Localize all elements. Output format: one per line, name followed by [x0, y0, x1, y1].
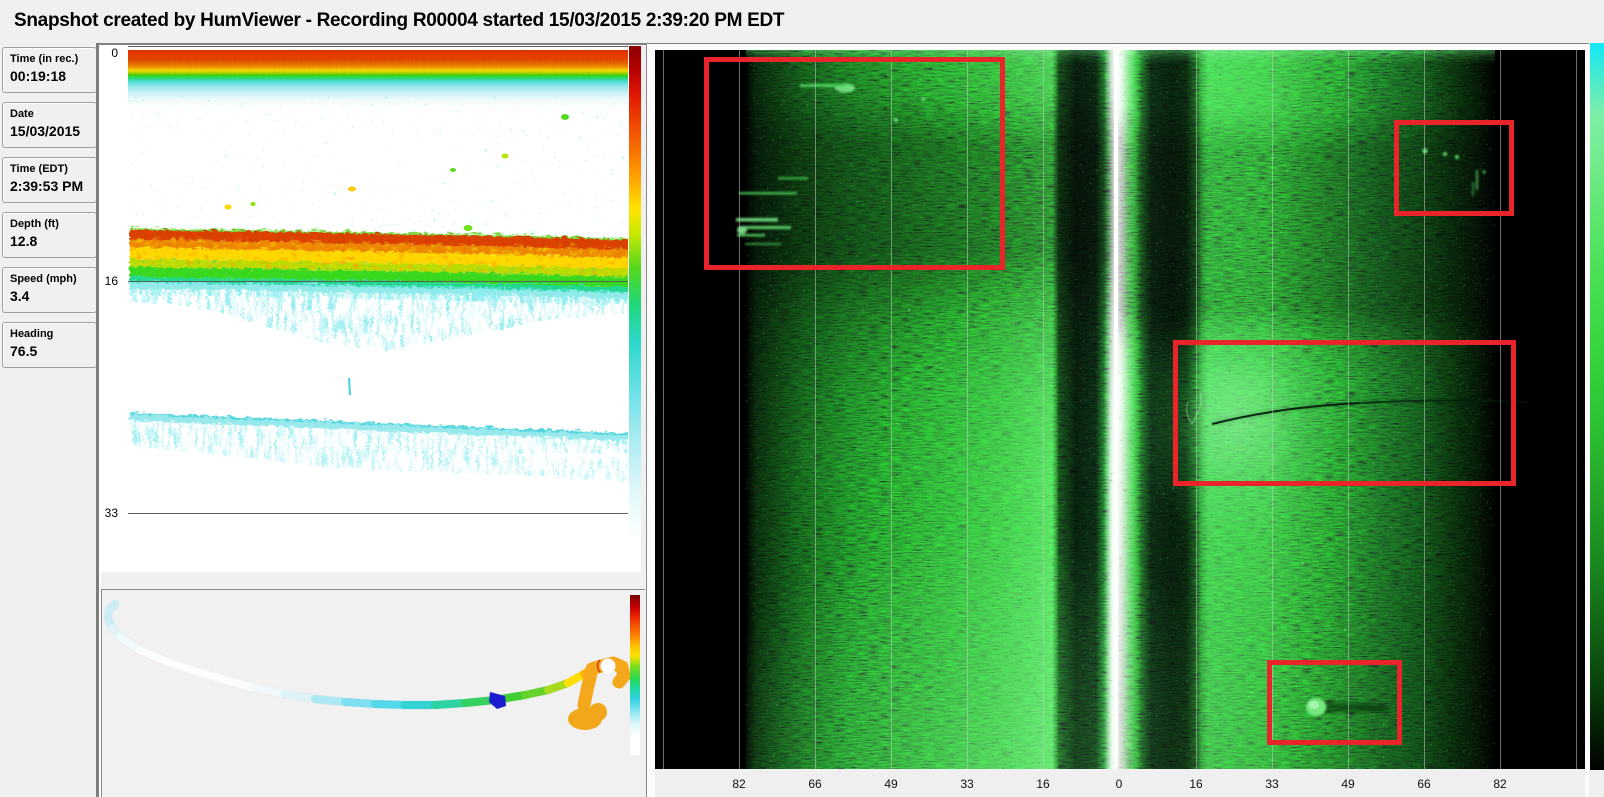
range-label: 16 [1189, 777, 1203, 791]
sidescan-gridline [1348, 50, 1349, 769]
sidescan-centerline [1114, 50, 1118, 769]
sidescan-range-axis: 82 66 49 33 16 0 16 33 49 66 82 [655, 769, 1585, 797]
sonar-2d-colorbar [629, 46, 641, 540]
scatter-dots [907, 60, 1347, 632]
sidescan-gridline [1500, 50, 1501, 769]
range-label: 49 [1341, 777, 1355, 791]
sidescan-gridline [663, 50, 664, 769]
range-label: 33 [1265, 777, 1279, 791]
info-value: 76.5 [10, 343, 38, 359]
info-label: Depth (ft) [10, 218, 59, 230]
sidescan-gridline [967, 50, 968, 769]
sidescan-gridline [1576, 50, 1577, 769]
sidescan-gridline [1043, 50, 1044, 769]
sonar-2d-spectrogram[interactable] [128, 46, 628, 540]
info-label: Time (in rec.) [10, 53, 79, 65]
range-label: 66 [1417, 777, 1431, 791]
bottom-return [128, 226, 628, 304]
track-position-marker [600, 658, 616, 674]
water-column-streak [348, 377, 351, 396]
track-outline [103, 599, 599, 710]
gps-track [103, 599, 631, 730]
midwater-speckle [128, 96, 628, 234]
sidescan-right-margin [1585, 44, 1590, 770]
annotation-rect-1[interactable] [704, 57, 1005, 270]
sidescan-gridline [815, 50, 816, 769]
sidescan-pepper-texture [746, 50, 1495, 769]
range-label: 16 [1036, 777, 1050, 791]
range-label: 0 [1115, 777, 1123, 791]
depth-tick-label: 16 [104, 274, 118, 288]
annotation-rect-3[interactable] [1173, 340, 1516, 486]
info-value: 3.4 [10, 288, 30, 304]
info-value: 2:39:53 PM [10, 178, 84, 194]
info-value: 15/03/2015 [10, 123, 81, 139]
range-label: 82 [1493, 777, 1507, 791]
sidescan-gridline [1196, 50, 1197, 769]
target-with-shadow [1306, 698, 1388, 716]
info-box-date: Date 15/03/2015 [2, 102, 97, 148]
range-label: 66 [808, 777, 822, 791]
info-label: Time (EDT) [10, 163, 68, 175]
range-label: 33 [960, 777, 974, 791]
sidescan-gridline [891, 50, 892, 769]
sidescan-gridline [1272, 50, 1273, 769]
track-direction-marker [489, 692, 506, 709]
track-end-blob-2 [589, 703, 607, 721]
info-label: Date [10, 108, 34, 120]
depth-gridline [128, 46, 628, 47]
depth-tick-label: 0 [111, 46, 118, 60]
range-label: 49 [884, 777, 898, 791]
track-panel[interactable] [101, 589, 645, 797]
annotation-rect-4[interactable] [1267, 660, 1402, 745]
info-value: 12.8 [10, 233, 38, 249]
small-targets-right [1422, 148, 1486, 196]
info-label: Speed (mph) [10, 273, 77, 285]
window-title: Snapshot created by HumViewer - Recordin… [14, 10, 785, 31]
fish-echoes [224, 114, 569, 231]
depth-gridline [128, 281, 628, 282]
info-label: Heading [10, 328, 54, 340]
surface-band-streaks [128, 50, 628, 76]
track-colorbar [630, 595, 640, 755]
track-path [104, 600, 598, 709]
info-value: 00:19:18 [10, 68, 67, 84]
info-box-speed-mph: Speed (mph) 3.4 [2, 267, 97, 313]
depth-tick-label: 33 [104, 506, 118, 520]
vertical-splitter[interactable] [96, 43, 99, 797]
info-panel: Time (in rec.) 00:19:18 Date 15/03/2015 Time… [2, 47, 97, 377]
track-marker-arc [596, 659, 601, 673]
range-label: 82 [732, 777, 746, 791]
depth-gridline [128, 513, 628, 514]
info-box-heading: Heading 76.5 [2, 322, 97, 368]
annotation-rect-2[interactable] [1394, 120, 1514, 216]
sidescan-colorbar [1590, 43, 1604, 770]
info-box-time-edt: Time (EDT) 2:39:53 PM [2, 157, 97, 203]
info-box-time-in-rec: Time (in rec.) 00:19:18 [2, 47, 97, 93]
sidescan-gridline [1424, 50, 1425, 769]
info-box-depth-ft: Depth (ft) 12.8 [2, 212, 97, 258]
second-echo [128, 411, 628, 480]
vertical-splitter-highlight [99, 43, 101, 797]
sidescan-gridline [739, 50, 740, 769]
